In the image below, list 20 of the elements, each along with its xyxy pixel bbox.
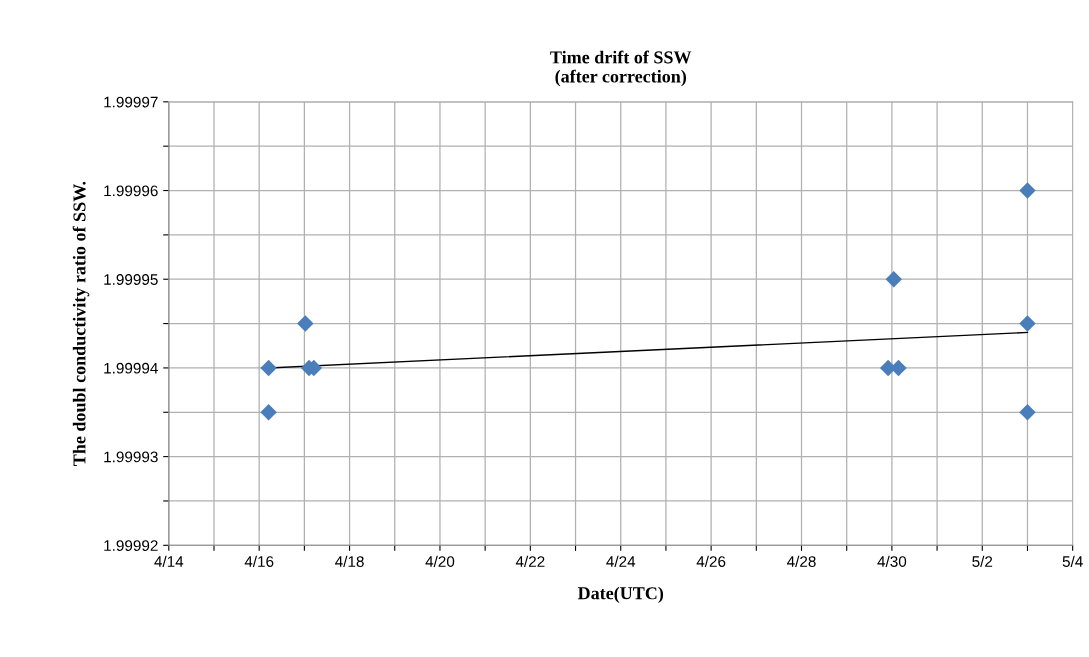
y-tick-label: 1.99996 — [104, 185, 158, 197]
y-tick-label: 1.99994 — [104, 362, 158, 374]
x-tick-label: 4/18 — [335, 555, 364, 567]
x-tick-label: 4/22 — [515, 555, 545, 567]
x-tick-label: 4/28 — [786, 555, 816, 567]
y-tick-label: 1.99995 — [104, 274, 158, 285]
x-tick-label: 4/30 — [877, 555, 907, 567]
y-tick-label: 1.99997 — [104, 96, 158, 108]
x-tick-label: 5/2 — [972, 555, 993, 567]
x-tick-label: 4/20 — [425, 555, 455, 567]
x-tick-label: 4/16 — [244, 555, 274, 567]
y-tick-label: 1.99993 — [104, 451, 158, 463]
x-tick-label: 5/4 — [1062, 555, 1083, 567]
x-tick-label: 4/14 — [154, 555, 184, 567]
x-tick-label: 4/26 — [696, 555, 726, 567]
chart-title: Time drift of SSW (after correction) — [550, 50, 692, 87]
x-axis-title: Date(UTC) — [577, 586, 664, 604]
y-axis-title: The doubl conductivity ratio of SSW. — [72, 181, 90, 466]
x-tick-label: 4/24 — [606, 555, 636, 567]
y-tick-label: 1.99992 — [104, 540, 158, 551]
